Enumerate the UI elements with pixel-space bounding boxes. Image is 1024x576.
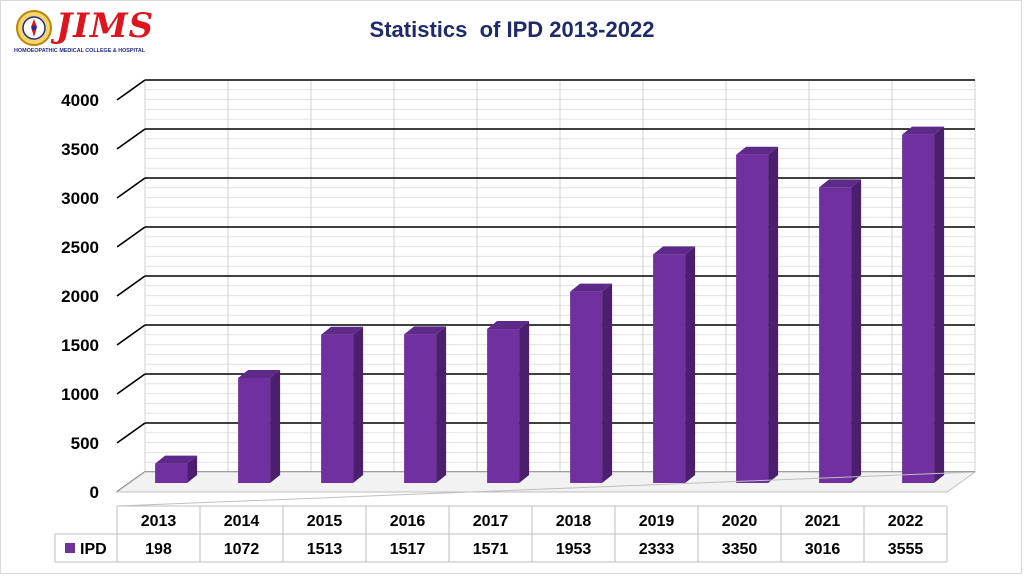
data-label: 3350 <box>722 541 758 558</box>
logo-subtitle: HOMOEOPATHIC MEDICAL COLLEGE & HOSPITAL <box>14 48 146 54</box>
y-tick-label: 4000 <box>61 91 99 110</box>
data-label: 1953 <box>556 541 592 558</box>
logo-name: JIMS <box>56 6 155 46</box>
data-label: 1072 <box>224 541 260 558</box>
legend-swatch <box>65 543 75 553</box>
bar-side <box>851 179 862 483</box>
bar-side <box>519 321 530 483</box>
y-tick-label: 3500 <box>61 140 99 159</box>
gridline-diagonal <box>116 373 146 395</box>
x-tick-label: 2019 <box>639 513 675 530</box>
bar-side <box>768 146 779 483</box>
bar-side <box>187 455 198 483</box>
y-tick-label: 2000 <box>61 287 99 306</box>
gridline-diagonal <box>116 324 146 346</box>
bar-top <box>238 369 281 378</box>
bar-top <box>487 321 530 330</box>
bar <box>321 334 354 483</box>
bar-top <box>736 146 779 155</box>
bar-top <box>902 126 945 135</box>
gridline-diagonal <box>116 79 146 101</box>
gridline-diagonal <box>116 422 146 444</box>
y-tick-label: 3000 <box>61 189 99 208</box>
bar <box>819 187 852 483</box>
data-label: 2333 <box>639 541 675 558</box>
table-edge <box>116 471 976 507</box>
bar-top <box>570 283 613 292</box>
data-label: 3555 <box>888 541 924 558</box>
bar <box>902 134 935 484</box>
bar-side <box>270 369 281 483</box>
bar-top <box>321 326 364 335</box>
bar <box>238 377 271 483</box>
bar-side <box>436 326 447 483</box>
data-label: 1513 <box>307 541 343 558</box>
bar-top <box>653 246 696 255</box>
gridline-diagonal <box>116 275 146 297</box>
legend-label: IPD <box>80 541 107 558</box>
x-tick-label: 2021 <box>805 513 841 530</box>
institution-emblem-icon <box>16 10 52 46</box>
data-label: 198 <box>145 541 172 558</box>
bar-side <box>685 246 696 483</box>
bar <box>653 254 686 483</box>
y-tick-label: 1000 <box>61 385 99 404</box>
bar-side <box>934 126 945 484</box>
x-tick-label: 2022 <box>888 513 924 530</box>
logo: JIMS HOMOEOPATHIC MEDICAL COLLEGE & HOSP… <box>14 6 164 56</box>
x-tick-label: 2013 <box>141 513 177 530</box>
gridline-diagonal <box>116 226 146 248</box>
y-tick-label: 2500 <box>61 238 99 257</box>
x-tick-label: 2017 <box>473 513 509 530</box>
y-tick-label: 500 <box>71 434 99 453</box>
data-label: 1571 <box>473 541 509 558</box>
x-tick-label: 2016 <box>390 513 426 530</box>
chart-title: Statistics of IPD 2013-2022 <box>369 17 655 42</box>
bar <box>404 334 437 483</box>
data-label: 3016 <box>805 541 841 558</box>
y-tick-label: 1500 <box>61 336 99 355</box>
bar-top <box>819 179 862 188</box>
bar <box>487 329 520 483</box>
bar-side <box>602 283 613 483</box>
bar-top <box>404 326 447 335</box>
bar-top <box>155 455 198 464</box>
gridline-diagonal <box>116 177 146 199</box>
x-tick-label: 2014 <box>224 513 260 530</box>
bar <box>155 463 188 483</box>
x-tick-label: 2015 <box>307 513 343 530</box>
data-label: 1517 <box>390 541 426 558</box>
bar-side <box>353 326 364 483</box>
bar <box>736 154 769 483</box>
y-tick-label: 0 <box>90 483 99 502</box>
gridline-diagonal <box>116 128 146 150</box>
bar <box>570 291 603 483</box>
x-tick-label: 2020 <box>722 513 758 530</box>
x-tick-label: 2018 <box>556 513 592 530</box>
